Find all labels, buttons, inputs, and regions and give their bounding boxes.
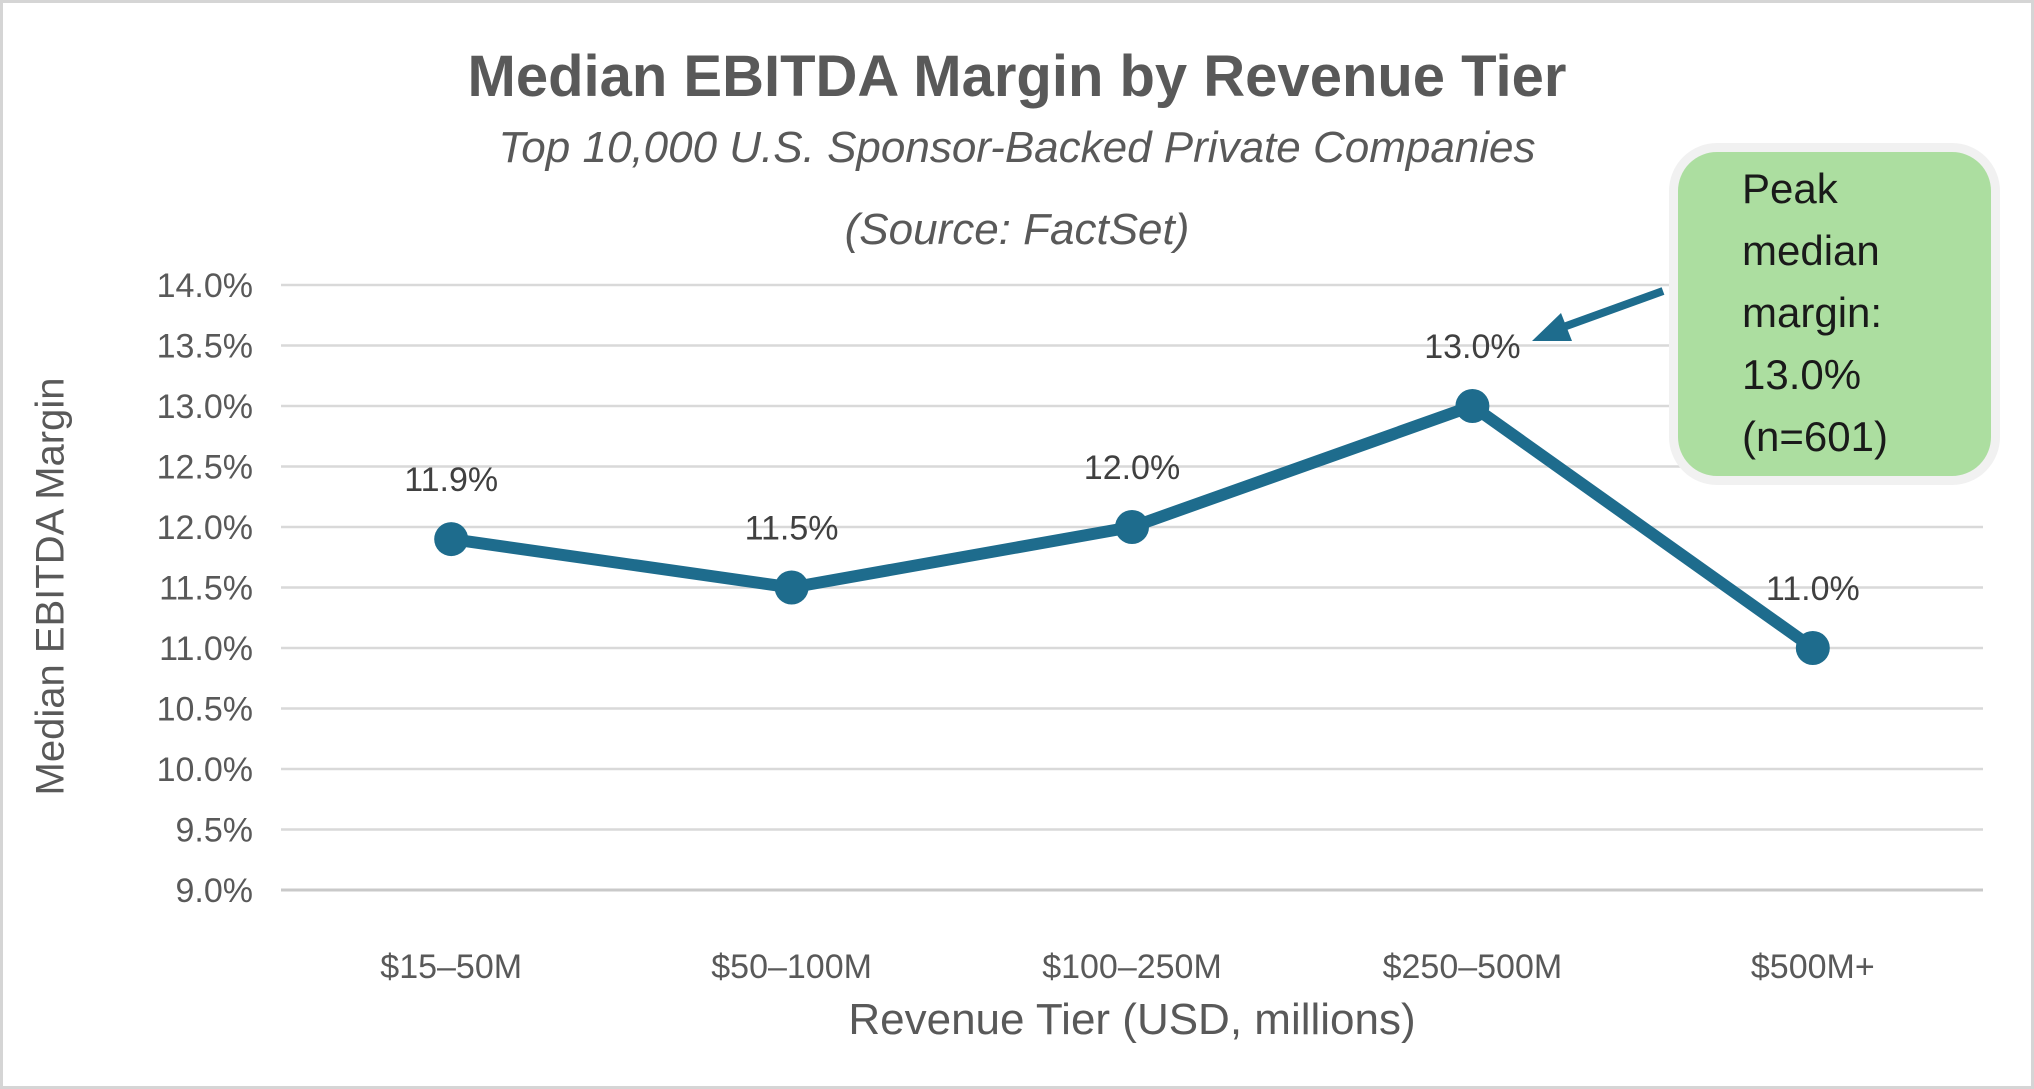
y-tick-label: 13.0%: [157, 388, 253, 426]
data-point-label: 13.0%: [1424, 328, 1520, 366]
y-tick-label: 13.5%: [157, 328, 253, 366]
x-tick-label: $50–100M: [711, 948, 872, 986]
data-point-marker: [1795, 631, 1830, 665]
annotation-text-line: (n=601): [1742, 413, 1888, 460]
y-tick-label: 9.5%: [176, 812, 254, 850]
data-point-label: 11.9%: [404, 461, 498, 499]
annotation-arrow-head: [1532, 313, 1572, 341]
data-point-marker: [774, 570, 809, 605]
chart-subtitle: Top 10,000 U.S. Sponsor-Backed Private C…: [498, 123, 1536, 172]
annotation-text-line: 13.0%: [1742, 351, 1862, 398]
annotation-callout: Peak median margin: 13.0% (n=601): [1669, 143, 2000, 485]
chart-title: Median EBITDA Margin by Revenue Tier: [467, 44, 1567, 109]
y-tick-label: 14.0%: [157, 267, 253, 305]
y-tick-label: 9.0%: [176, 872, 254, 910]
y-tick-label: 10.0%: [157, 751, 253, 789]
annotation-text-line: median: [1742, 227, 1880, 274]
y-tick-label: 10.5%: [157, 691, 253, 729]
data-point-label: 11.0%: [1766, 570, 1860, 608]
data-point-label: 12.0%: [1084, 449, 1180, 487]
y-tick-label: 11.5%: [159, 570, 253, 608]
x-tick-label: $500M+: [1751, 948, 1875, 986]
data-point-marker: [1455, 389, 1490, 423]
y-tick-label: 12.0%: [157, 509, 253, 547]
x-axis-title: Revenue Tier (USD, millions): [848, 995, 1416, 1044]
x-tick-label: $15–50M: [380, 948, 522, 986]
data-point-marker: [434, 522, 469, 557]
data-point-marker: [1115, 510, 1149, 544]
y-tick-label: 12.5%: [157, 449, 253, 487]
y-tick-label: 11.0%: [159, 630, 253, 668]
chart-source-line: (Source: FactSet): [844, 205, 1190, 254]
data-point-label: 11.5%: [745, 510, 839, 548]
annotation-text-line: margin:: [1742, 289, 1883, 336]
x-tick-label: $100–250M: [1042, 948, 1222, 986]
annotation-arrow-shaft: [1556, 287, 1665, 333]
x-tick-label: $250–500M: [1383, 948, 1563, 986]
annotation-text-line: Peak: [1742, 165, 1838, 212]
